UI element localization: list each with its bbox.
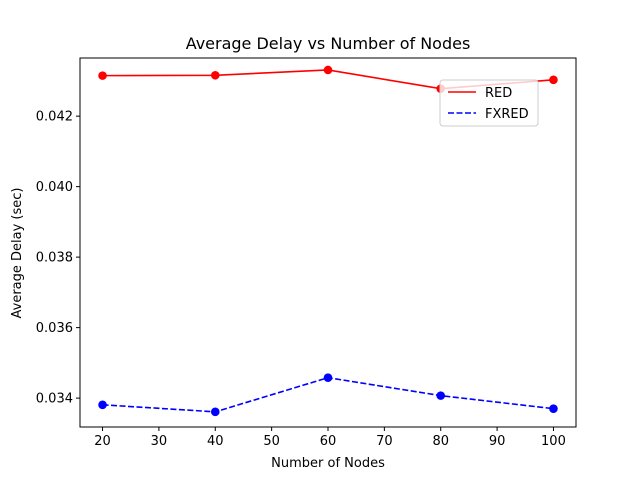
legend-label: RED (485, 86, 512, 101)
plot-area: 20 30 40 50 60 70 80 90 100 0.034 0.036 0.038 0.040 0… (36, 57, 577, 449)
x-tick-label: 100 (541, 434, 566, 449)
y-axis-title: Average Delay (sec) (10, 188, 25, 319)
y-tick-label: 0.040 (36, 180, 73, 195)
x-tick-label: 50 (263, 434, 280, 449)
chart-title: Average Delay vs Number of Nodes (186, 34, 471, 53)
data-point-fxred (549, 404, 558, 413)
y-tick-label: 0.036 (36, 321, 73, 336)
x-tick-label: 70 (376, 434, 393, 449)
data-point-red (323, 65, 333, 75)
y-tick-label: 0.034 (36, 392, 73, 407)
data-point-red (210, 70, 220, 80)
x-tick-label: 80 (432, 434, 449, 449)
x-tick-label: 90 (489, 434, 506, 449)
x-axis-title: Number of Nodes (271, 456, 385, 471)
data-point-red (98, 71, 107, 80)
data-point-fxred (436, 391, 446, 400)
y-tick-label: 0.038 (36, 251, 73, 266)
data-point-fxred (210, 407, 220, 417)
y-tick-label: 0.042 (36, 110, 73, 125)
data-point-fxred (98, 400, 107, 410)
x-tick-label: 40 (207, 434, 224, 449)
data-point-red (549, 75, 558, 85)
data-point-fxred (323, 373, 333, 382)
x-tick-label: 30 (151, 434, 168, 449)
x-tick-label: 60 (320, 434, 337, 449)
x-tick-label: 20 (94, 434, 111, 449)
legend-label: FXRED (485, 107, 529, 122)
